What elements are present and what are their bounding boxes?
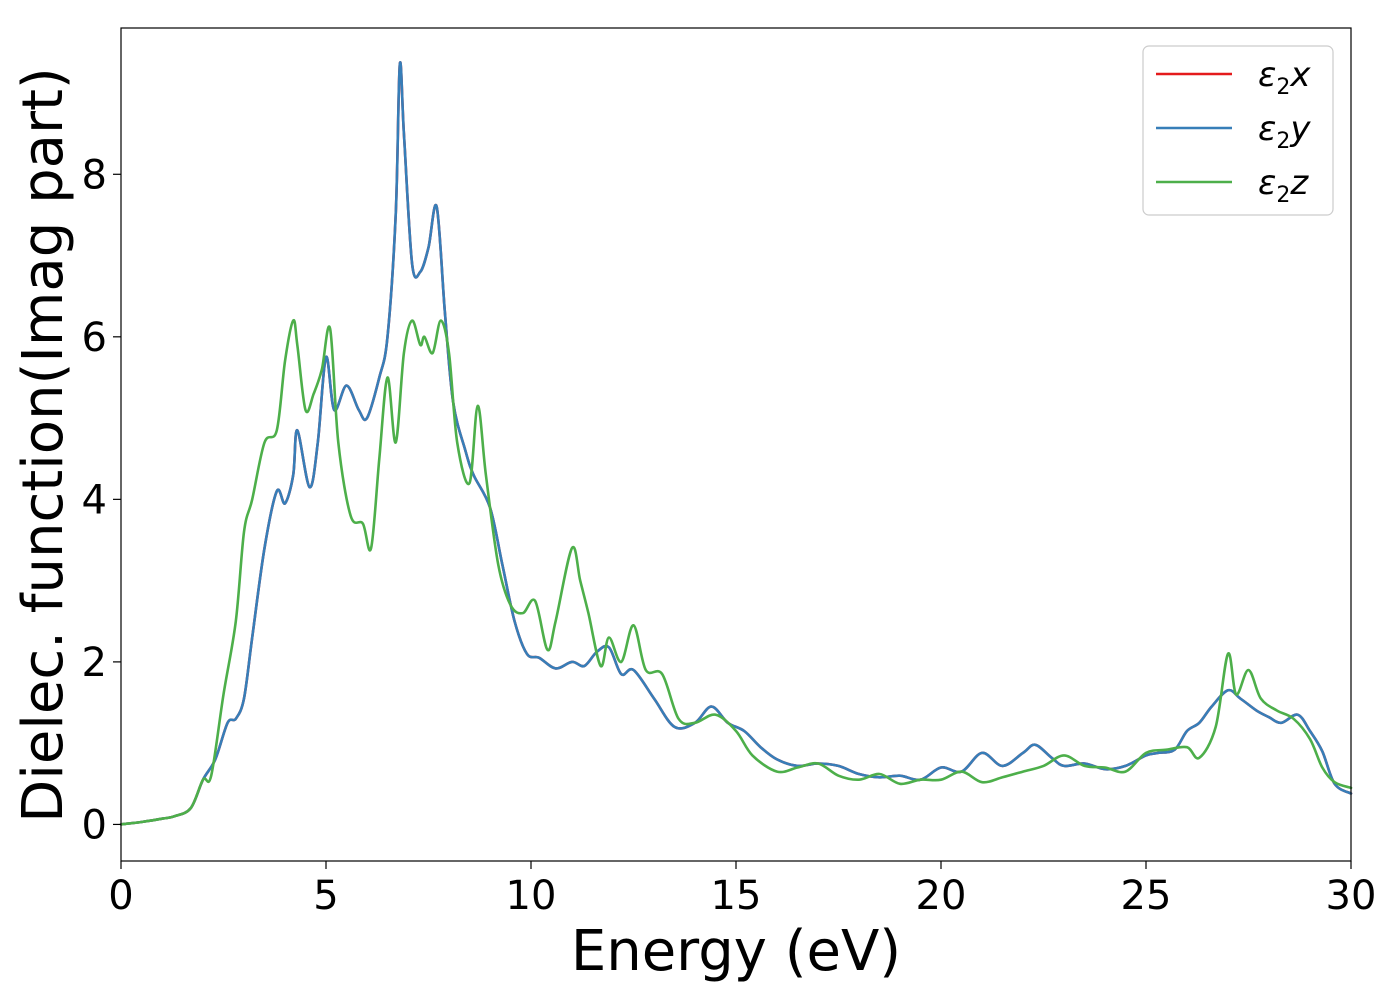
- x-tick-label: 0: [108, 873, 133, 919]
- y-tick-label: 2: [82, 640, 107, 686]
- legend-items: ε2x ε2y ε2z: [1156, 55, 1311, 208]
- x-tick-label: 10: [506, 873, 557, 919]
- x-tick-label: 5: [313, 873, 338, 919]
- x-tick-label: 25: [1121, 873, 1172, 919]
- y-axis-ticks: 0 2 4 6 8: [82, 152, 121, 848]
- y-tick-label: 4: [82, 477, 107, 523]
- series-layer: [119, 61, 1353, 826]
- legend: ε2x ε2y ε2z: [1142, 45, 1334, 216]
- y-tick-label: 8: [82, 152, 107, 198]
- x-tick-label: 20: [916, 873, 967, 919]
- y-axis-label: Dielec. function(Imag part): [11, 67, 76, 823]
- legend-box: [1142, 45, 1334, 216]
- x-axis-label: Energy (eV): [571, 919, 901, 984]
- x-tick-label: 15: [711, 873, 762, 919]
- x-tick-label: 30: [1326, 873, 1377, 919]
- legend-label-z: ε2z: [1258, 163, 1309, 208]
- y-tick-label: 0: [82, 802, 107, 848]
- y-tick-label: 6: [82, 315, 107, 361]
- x-axis-ticks: 0 5 10 15 20 25 30: [108, 861, 1376, 919]
- series-line-3: [119, 318, 1353, 826]
- legend-label-x: ε2x: [1258, 55, 1311, 100]
- legend-label-y: ε2y: [1258, 109, 1311, 154]
